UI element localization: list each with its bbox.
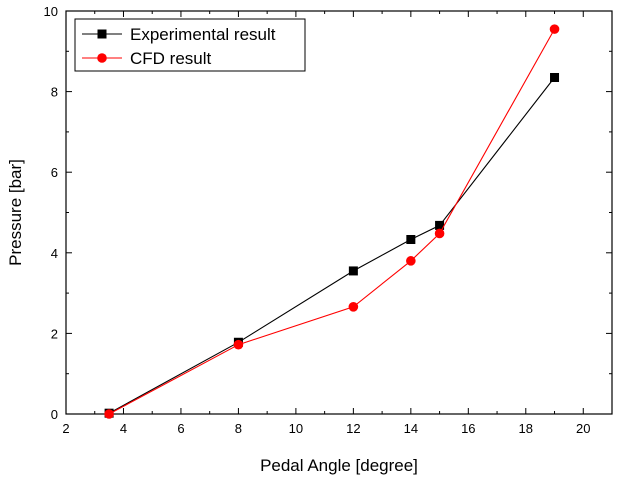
- series-experimental: [104, 72, 560, 418]
- y-tick-label: 0: [51, 407, 58, 422]
- y-tick-label: 2: [51, 326, 58, 341]
- x-tick-label: 20: [576, 421, 590, 436]
- x-tick-label: 8: [235, 421, 242, 436]
- data-point: [406, 256, 416, 266]
- series-line: [108, 77, 555, 414]
- data-point: [406, 235, 416, 245]
- y-axis-label: Pressure [bar]: [6, 159, 25, 266]
- y-tick-label: 8: [51, 85, 58, 100]
- data-point: [233, 339, 244, 350]
- data-point: [550, 72, 560, 82]
- x-tick-label: 10: [289, 421, 303, 436]
- legend-label: CFD result: [130, 49, 212, 68]
- legend-swatch-marker: [97, 29, 107, 39]
- series-layer: [104, 24, 560, 419]
- series-cfd: [104, 24, 560, 419]
- y-tick-label: 4: [51, 246, 58, 261]
- data-point: [104, 409, 114, 419]
- y-tick-label: 6: [51, 165, 58, 180]
- legend-box: [74, 18, 306, 72]
- legend: Experimental result CFD result: [74, 18, 306, 72]
- x-tick-label: 14: [404, 421, 418, 436]
- data-point: [348, 266, 358, 276]
- x-tick-label: 4: [120, 421, 127, 436]
- data-point: [549, 24, 560, 34]
- x-tick-label: 12: [346, 421, 360, 436]
- x-tick-label: 16: [461, 421, 475, 436]
- y-tick-label: 10: [44, 4, 58, 19]
- data-point: [434, 228, 445, 239]
- x-axis-label: Pedal Angle [degree]: [260, 456, 418, 475]
- x-tick-label: 2: [62, 421, 69, 436]
- legend-swatch-marker: [97, 53, 107, 63]
- x-tick-label: 18: [519, 421, 533, 436]
- legend-label: Experimental result: [130, 25, 276, 44]
- x-tick-label: 6: [177, 421, 184, 436]
- series-line: [108, 28, 555, 415]
- data-point: [348, 302, 359, 312]
- data-point: [435, 220, 445, 230]
